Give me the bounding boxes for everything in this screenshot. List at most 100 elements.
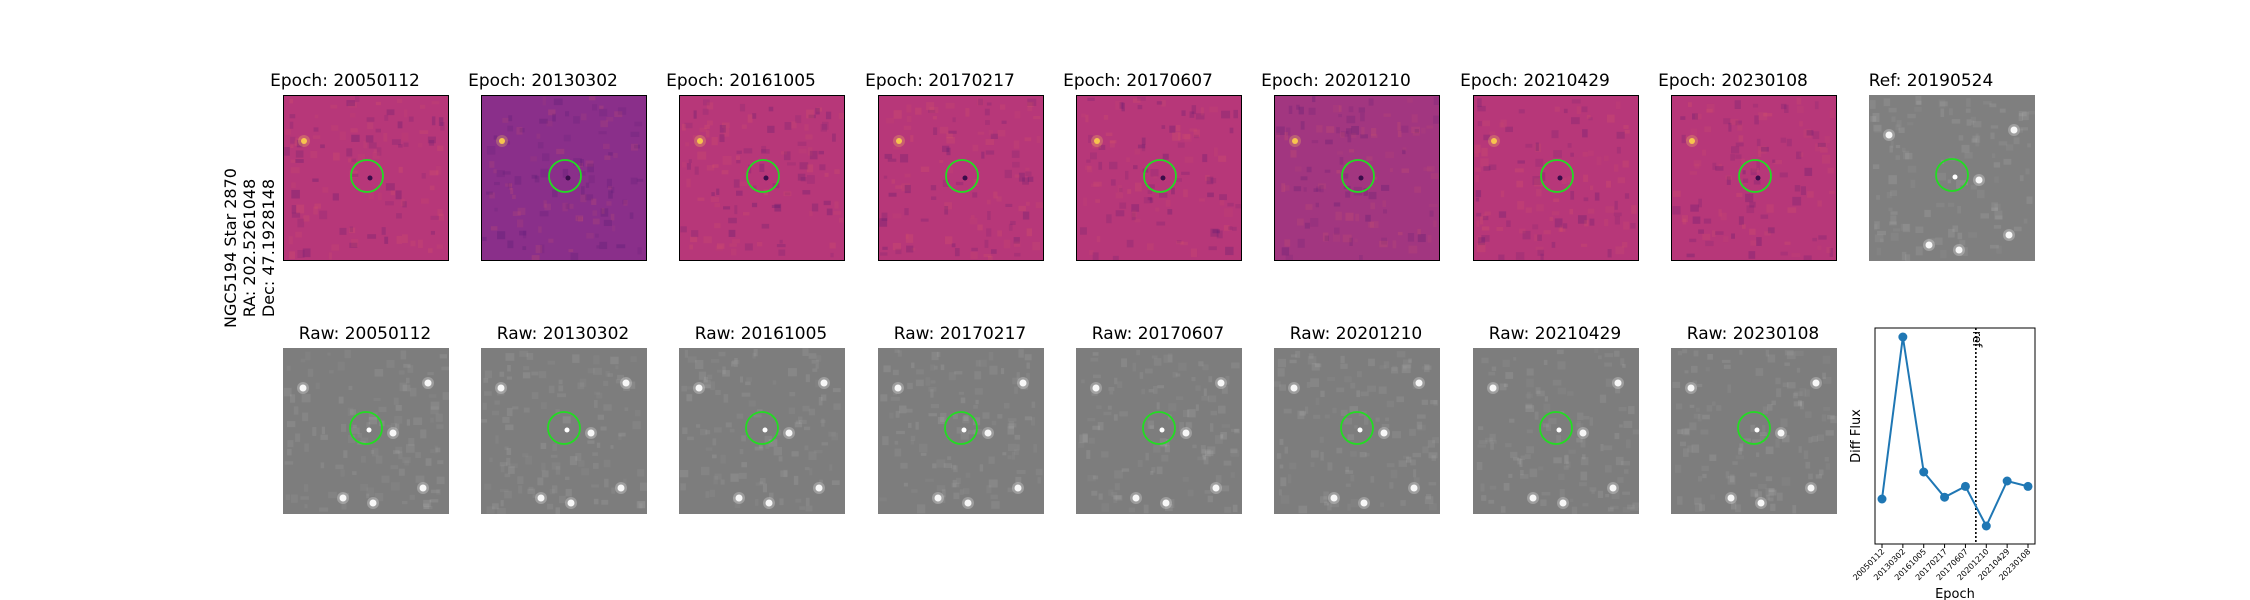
noise-pixel <box>400 383 408 392</box>
noise-pixel <box>1169 126 1175 133</box>
noise-pixel <box>1600 444 1603 451</box>
noise-pixel <box>779 456 783 461</box>
noise-pixel <box>1316 203 1319 207</box>
noise-pixel <box>1140 372 1143 379</box>
noise-pixel <box>1368 359 1375 366</box>
noise-pixel <box>983 412 990 418</box>
noise-pixel <box>603 381 608 386</box>
noise-pixel <box>1480 158 1488 166</box>
noise-pixel <box>1433 116 1439 124</box>
noise-pixel <box>682 162 686 167</box>
noise-pixel <box>1340 364 1347 369</box>
noise-pixel <box>367 234 376 239</box>
noise-pixel <box>1822 155 1830 164</box>
noise-pixel <box>802 190 810 194</box>
raw-image-7 <box>1473 348 1639 514</box>
noise-pixel <box>418 240 423 248</box>
noise-pixel <box>320 144 325 148</box>
noise-pixel <box>1314 188 1319 192</box>
star-halo <box>1328 492 1340 504</box>
noise-pixel <box>1316 125 1322 132</box>
noise-pixel <box>333 153 340 161</box>
noise-pixel <box>1553 380 1562 386</box>
noise-pixel <box>1389 482 1393 489</box>
noise-pixel <box>1568 143 1572 148</box>
noise-pixel <box>501 500 504 506</box>
noise-pixel <box>1672 206 1680 214</box>
noise-pixel <box>1207 193 1214 198</box>
noise-pixel <box>402 234 408 243</box>
noise-pixel <box>1758 146 1767 154</box>
noise-pixel <box>756 482 764 485</box>
noise-pixel <box>1959 135 1964 140</box>
noise-pixel <box>291 182 296 188</box>
panel-texture <box>1274 348 1440 514</box>
noise-pixel <box>819 164 825 170</box>
noise-pixel <box>1617 147 1621 154</box>
noise-pixel <box>1552 211 1559 215</box>
noise-pixel <box>1156 222 1165 226</box>
noise-pixel <box>726 422 732 427</box>
noise-pixel <box>705 384 711 388</box>
noise-pixel <box>1550 217 1553 221</box>
noise-pixel <box>1815 101 1819 109</box>
noise-pixel <box>716 189 719 195</box>
noise-pixel <box>1739 216 1744 224</box>
noise-pixel <box>1828 168 1834 174</box>
noise-pixel <box>1475 145 1481 153</box>
noise-pixel <box>1309 108 1316 115</box>
noise-pixel <box>1536 143 1539 152</box>
noise-pixel <box>904 208 908 215</box>
noise-pixel <box>1097 236 1100 242</box>
noise-pixel <box>1126 157 1130 162</box>
noise-pixel <box>1745 194 1753 202</box>
noise-pixel <box>437 460 443 464</box>
noise-pixel <box>1001 368 1004 374</box>
noise-pixel <box>289 251 295 259</box>
noise-pixel <box>697 152 706 160</box>
noise-pixel <box>1783 382 1789 387</box>
noise-pixel <box>1033 444 1037 453</box>
noise-pixel <box>1428 235 1432 242</box>
target-circle <box>1540 412 1572 444</box>
noise-pixel <box>1785 350 1794 355</box>
noise-pixel <box>1096 405 1101 408</box>
noise-pixel <box>1736 143 1744 147</box>
noise-pixel <box>1387 463 1395 467</box>
noise-pixel <box>1423 167 1431 171</box>
noise-pixel <box>1384 361 1389 368</box>
noise-pixel <box>911 440 914 445</box>
noise-pixel <box>1326 126 1334 133</box>
noise-pixel <box>987 200 991 205</box>
noise-pixel <box>1582 106 1588 112</box>
target-star <box>1558 176 1563 181</box>
noise-pixel <box>1281 495 1289 504</box>
noise-pixel <box>1014 242 1020 247</box>
noise-pixel <box>1756 237 1762 246</box>
star-halo <box>1577 427 1589 439</box>
noise-pixel <box>1231 429 1239 432</box>
noise-pixel <box>1555 107 1560 112</box>
noise-pixel <box>557 393 566 397</box>
noise-pixel <box>527 489 535 494</box>
noise-pixel <box>1350 451 1357 456</box>
noise-pixel <box>1889 146 1892 153</box>
panel-texture <box>283 348 449 514</box>
star-halo <box>1923 239 1935 251</box>
star-halo <box>1012 482 1024 494</box>
noise-pixel <box>387 360 395 368</box>
noise-pixel <box>809 211 813 216</box>
noise-pixel <box>491 226 498 230</box>
noise-pixel <box>500 489 509 492</box>
noise-pixel <box>361 456 366 463</box>
noise-pixel <box>882 436 888 445</box>
noise-pixel <box>1675 465 1681 473</box>
noise-pixel <box>706 447 713 450</box>
noise-pixel <box>806 110 814 119</box>
noise-pixel <box>1685 370 1689 373</box>
raw-image-6 <box>1274 348 1440 514</box>
noise-pixel <box>297 250 304 258</box>
noise-pixel <box>980 464 983 471</box>
noise-pixel <box>1617 132 1625 139</box>
noise-pixel <box>599 131 607 134</box>
